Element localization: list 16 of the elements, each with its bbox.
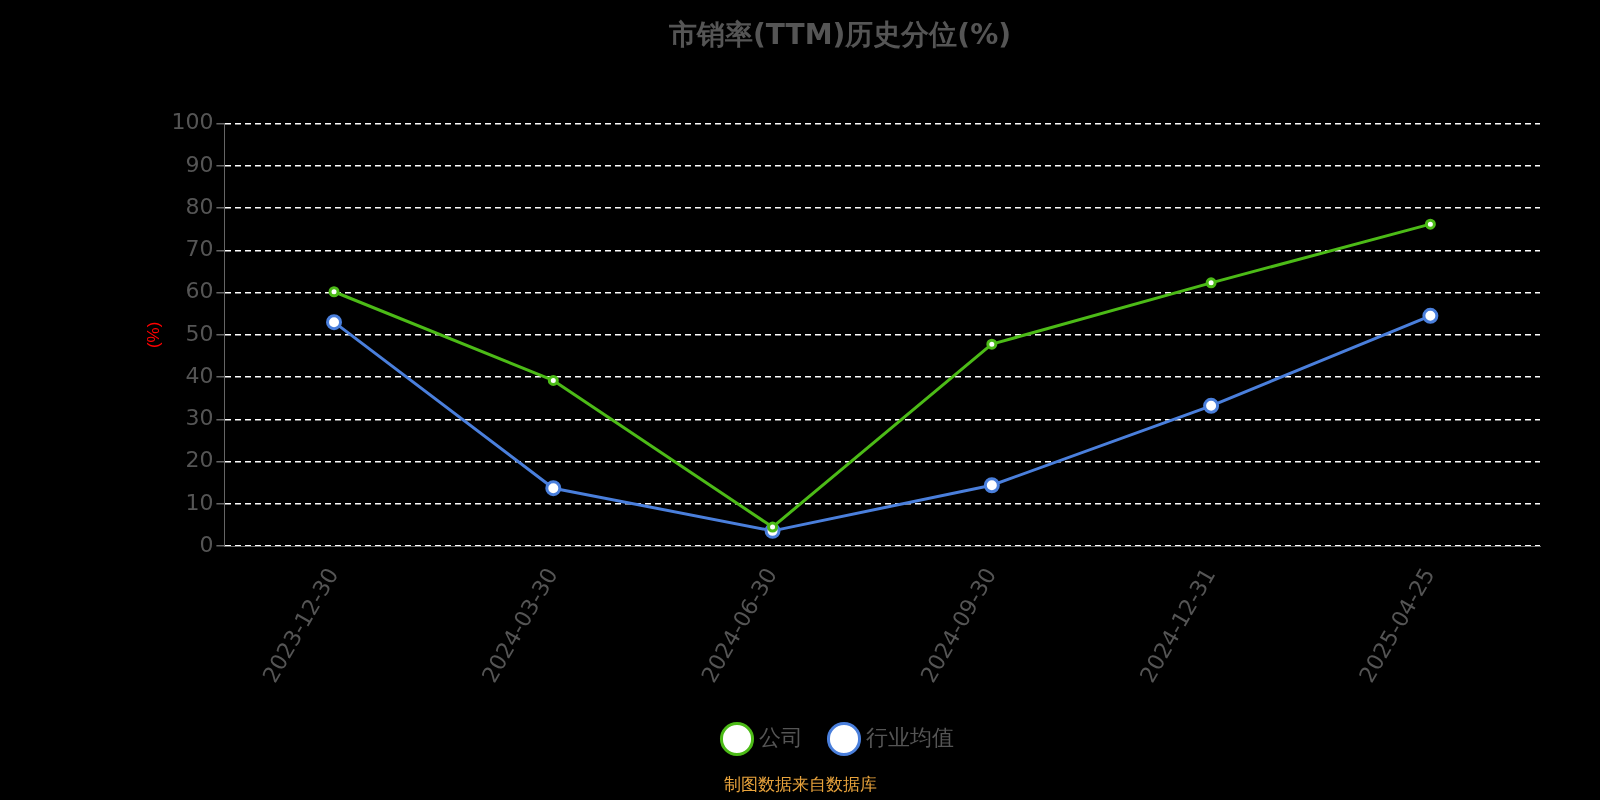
y-tick-label: 10 — [185, 489, 214, 515]
y-tick-label: 40 — [185, 362, 214, 388]
legend-label: 公司 — [759, 724, 803, 750]
legend-label: 行业均值 — [866, 724, 954, 750]
chart-title: 市销率(TTM)历史分位(%) — [668, 18, 1011, 52]
y-tick-label: 60 — [185, 278, 214, 304]
y-tick-label: 100 — [171, 109, 214, 135]
y-tick-label: 80 — [185, 193, 214, 219]
y-tick-label: 70 — [185, 236, 214, 262]
y-tick-label: 0 — [199, 531, 214, 557]
y-tick-label: 50 — [185, 320, 214, 346]
y-axis-title: (%) — [143, 321, 163, 349]
y-tick-label: 30 — [185, 405, 214, 431]
text: 制图数据来自数据库 — [723, 773, 877, 794]
y-tick-label: 90 — [185, 151, 214, 177]
y-tick-label: 20 — [185, 447, 214, 473]
